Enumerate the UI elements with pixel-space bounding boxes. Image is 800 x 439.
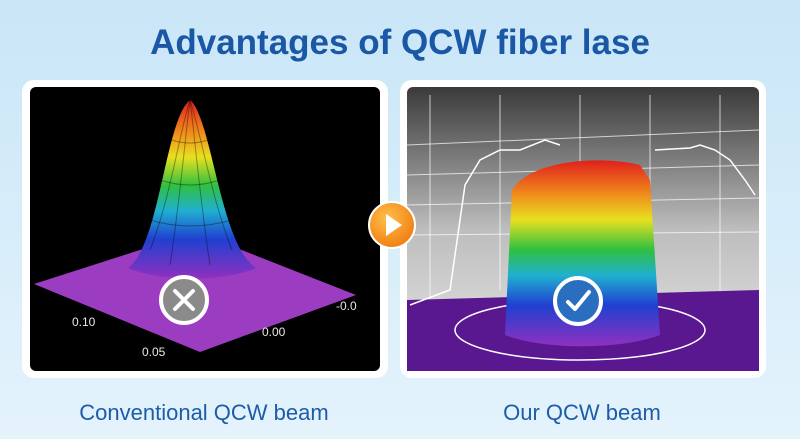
gaussian-peak (128, 100, 256, 279)
title: Advantages of QCW fiber lase (150, 23, 650, 62)
axis-label: 0.00 (262, 325, 286, 339)
check-icon (553, 276, 603, 326)
arrow-icon (368, 201, 416, 249)
left-panel: 0.10 0.05 0.00 -0.0 (22, 80, 388, 378)
axis-label: 0.10 (72, 315, 96, 329)
axis-label: -0.0 (336, 299, 357, 313)
caption: Conventional QCW beam (79, 400, 328, 425)
caption: Our QCW beam (503, 400, 661, 425)
axis-label: 0.05 (142, 345, 166, 359)
profile-line (409, 139, 756, 306)
right-panel (400, 80, 766, 378)
flat-top-beam (505, 160, 660, 347)
mesh (149, 99, 233, 266)
cross-icon (159, 275, 209, 325)
